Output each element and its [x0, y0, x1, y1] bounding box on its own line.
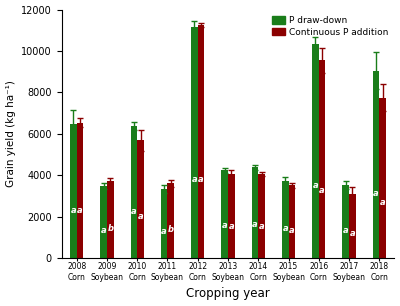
Bar	[373, 71, 379, 258]
Bar	[77, 122, 83, 258]
Bar	[191, 27, 198, 258]
Bar	[252, 167, 258, 258]
Bar	[288, 185, 295, 258]
Text: a: a	[252, 220, 258, 229]
Text: a: a	[380, 198, 386, 207]
Bar	[258, 174, 265, 258]
Text: a: a	[282, 224, 288, 233]
Text: a: a	[289, 226, 295, 235]
Bar	[168, 183, 174, 258]
Bar	[379, 98, 386, 258]
Text: a: a	[198, 175, 204, 184]
Text: b: b	[168, 225, 174, 234]
Bar	[137, 140, 144, 258]
Text: a: a	[161, 227, 167, 236]
Bar	[349, 194, 356, 258]
Bar	[228, 174, 235, 258]
Text: a: a	[222, 221, 228, 230]
Text: a: a	[138, 211, 143, 221]
Text: a: a	[77, 206, 83, 215]
Text: a: a	[131, 207, 137, 216]
Text: b: b	[107, 224, 113, 233]
Text: a: a	[228, 222, 234, 231]
Bar	[221, 170, 228, 258]
Bar	[70, 124, 77, 258]
Text: a: a	[343, 226, 348, 235]
Text: a: a	[373, 189, 379, 198]
X-axis label: Cropping year: Cropping year	[186, 287, 270, 300]
Bar	[282, 181, 288, 258]
Text: a: a	[319, 186, 325, 195]
Bar	[100, 186, 107, 258]
Text: a: a	[70, 206, 76, 215]
Text: a: a	[101, 226, 106, 235]
Y-axis label: Grain yield (kg ha⁻¹): Grain yield (kg ha⁻¹)	[6, 80, 16, 187]
Text: a: a	[192, 175, 197, 184]
Bar	[107, 181, 114, 258]
Bar	[319, 60, 326, 258]
Bar	[161, 189, 168, 258]
Bar	[342, 185, 349, 258]
Bar	[312, 44, 319, 258]
Text: a: a	[259, 222, 264, 231]
Text: a: a	[313, 181, 318, 190]
Bar	[198, 25, 204, 258]
Legend: P draw-down, Continuous P addition: P draw-down, Continuous P addition	[270, 14, 390, 38]
Bar	[130, 126, 137, 258]
Text: a: a	[350, 229, 355, 238]
